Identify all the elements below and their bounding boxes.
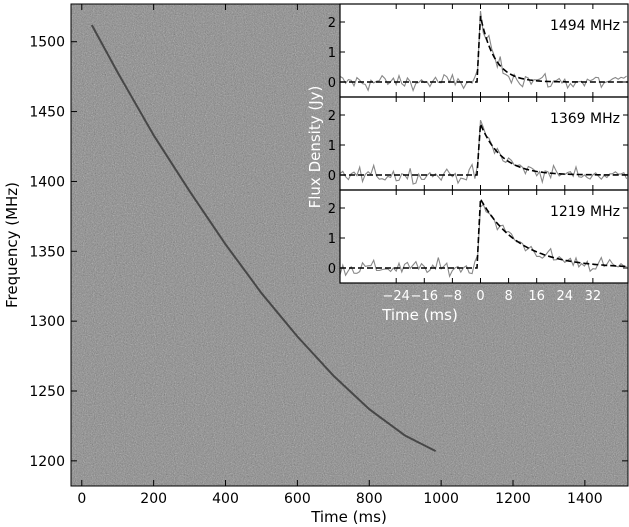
y-axis-label: Frequency (MHz) — [3, 182, 21, 308]
panel-frequency-label: 1219 MHz — [550, 204, 620, 220]
inset-y-tick-label: 1 — [328, 232, 336, 247]
x-tick-label: 600 — [284, 491, 311, 507]
x-tick-label: 1200 — [495, 491, 531, 507]
inset-y-tick-label: 2 — [328, 16, 336, 31]
dispersed-sweep-line — [90, 24, 437, 452]
panel-frequency-label: 1494 MHz — [550, 18, 620, 34]
y-tick-label: 1350 — [29, 244, 65, 260]
light-curve-panel: 0 1 2 1369 MHz — [328, 96, 629, 191]
inset-x-tick-label: 32 — [585, 289, 602, 304]
inset-x-tick-label: −24 — [382, 289, 409, 304]
inset-x-axis-label: Time (ms) — [381, 306, 458, 324]
x-tick-label: 800 — [356, 491, 383, 507]
x-tick-label: 0 — [77, 491, 86, 507]
inset-y-tick-label: 2 — [328, 109, 336, 124]
model-fit-line — [340, 15, 628, 83]
y-tick-label: 1500 — [29, 35, 65, 51]
x-tick-label: 1400 — [567, 491, 603, 507]
light-curve-panel: 0 1 2 −24 −16 −8 0 8 16 24 32 1219 MHz — [328, 189, 629, 304]
inset-x-tick-label: 0 — [476, 289, 484, 304]
x-axis-label: Time (ms) — [310, 508, 387, 526]
panel-frame — [339, 189, 629, 284]
x-tick-label: 1000 — [423, 491, 459, 507]
y-tick-label: 1300 — [29, 314, 65, 330]
inset-x-tick-label: 24 — [557, 289, 574, 304]
model-fit-line — [340, 196, 629, 269]
inset-background — [340, 4, 628, 283]
inset-y-tick-label: 1 — [328, 139, 336, 154]
inset-y-tick-label: 0 — [328, 262, 336, 277]
inset-x-tick-label: 8 — [504, 289, 512, 304]
inset-y-tick-label: 1 — [328, 46, 336, 61]
y-tick-label: 1450 — [29, 105, 65, 121]
x-tick-label: 400 — [212, 491, 239, 507]
y-tick-label: 1250 — [29, 384, 65, 400]
inset-x-tick-label: 16 — [528, 289, 545, 304]
inset-x-tick-label: −16 — [411, 289, 438, 304]
inset-y-tick-label: 2 — [328, 202, 336, 217]
x-tick-label: 200 — [140, 491, 167, 507]
observed-flux-line — [339, 10, 627, 93]
inset-y-tick-label: 0 — [328, 169, 336, 184]
inset-y-axis-label: Flux Density (Jy) — [306, 86, 324, 209]
inset-y-tick-label: 0 — [328, 76, 336, 91]
inset-x-tick-label: −8 — [443, 289, 462, 304]
panel-frequency-label: 1369 MHz — [550, 111, 620, 127]
observed-flux-line — [339, 119, 628, 185]
y-tick-label: 1400 — [29, 174, 65, 190]
y-tick-label: 1200 — [29, 454, 65, 470]
inset-light-curves: 0 1 2 1494 MHz 0 1 2 1369 MHz 0 1 2 −24 −16 −8 0 8 16 24 3… — [306, 3, 629, 324]
model-fit-line — [340, 123, 629, 176]
